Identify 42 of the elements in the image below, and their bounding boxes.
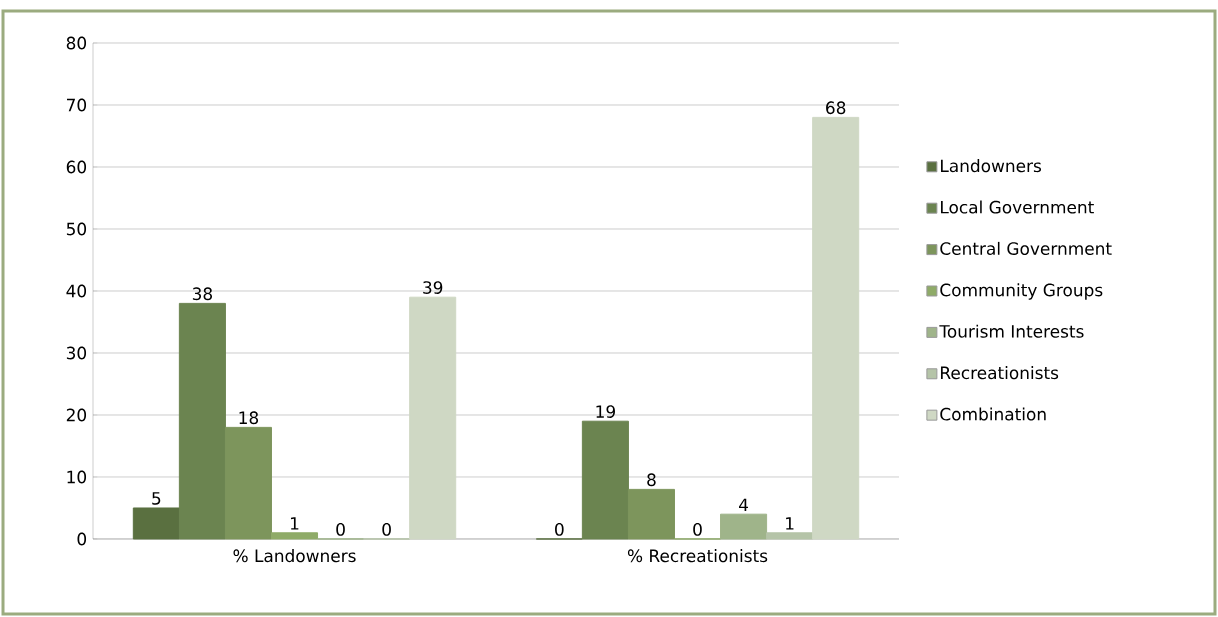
bar bbox=[224, 426, 272, 540]
data-label: 38 bbox=[192, 287, 213, 301]
data-label: 5 bbox=[152, 492, 161, 505]
legend-label: Combination bbox=[940, 407, 1046, 421]
y-tick-label: 60 bbox=[66, 160, 87, 174]
data-label: 18 bbox=[239, 411, 259, 425]
y-tick-label: 30 bbox=[66, 346, 87, 360]
bar bbox=[409, 296, 457, 540]
legend-label: Community Groups bbox=[940, 283, 1103, 300]
bar bbox=[627, 488, 675, 540]
bar bbox=[270, 532, 319, 540]
y-tick-label: 50 bbox=[66, 222, 87, 236]
data-label: 1 bbox=[290, 517, 299, 530]
data-label: 0 bbox=[555, 522, 564, 536]
bar bbox=[766, 532, 814, 540]
bar bbox=[178, 302, 226, 540]
y-tick-label: 80 bbox=[66, 36, 87, 50]
y-tick-label: 70 bbox=[67, 98, 87, 112]
x-tick-label: % Recreationists bbox=[627, 549, 768, 563]
data-label: 0 bbox=[693, 522, 702, 536]
legend-label: Central Government bbox=[940, 241, 1112, 255]
x-tick-label: % Landowners bbox=[233, 549, 356, 563]
data-label: 68 bbox=[826, 101, 846, 115]
legend-label: Recreationists bbox=[941, 366, 1059, 380]
legend-label: Landowners bbox=[941, 159, 1042, 173]
y-tick-label: 0 bbox=[77, 532, 87, 546]
y-tick-label: 40 bbox=[66, 284, 87, 298]
data-label: 4 bbox=[739, 498, 749, 511]
data-label: 1 bbox=[786, 517, 794, 530]
y-tick-label: 20 bbox=[66, 408, 87, 422]
data-label: 0 bbox=[336, 522, 345, 536]
legend-label: Local Government bbox=[941, 200, 1094, 214]
y-tick-label: 10 bbox=[67, 470, 87, 484]
bar bbox=[581, 420, 629, 540]
data-label: 0 bbox=[382, 522, 391, 536]
bar bbox=[720, 513, 768, 540]
bar bbox=[132, 507, 180, 540]
bar bbox=[812, 116, 860, 540]
data-label: 19 bbox=[596, 405, 615, 418]
legend-label: Tourism Interests bbox=[939, 324, 1084, 338]
data-label: 39 bbox=[423, 281, 443, 294]
data-label: 8 bbox=[647, 473, 656, 487]
